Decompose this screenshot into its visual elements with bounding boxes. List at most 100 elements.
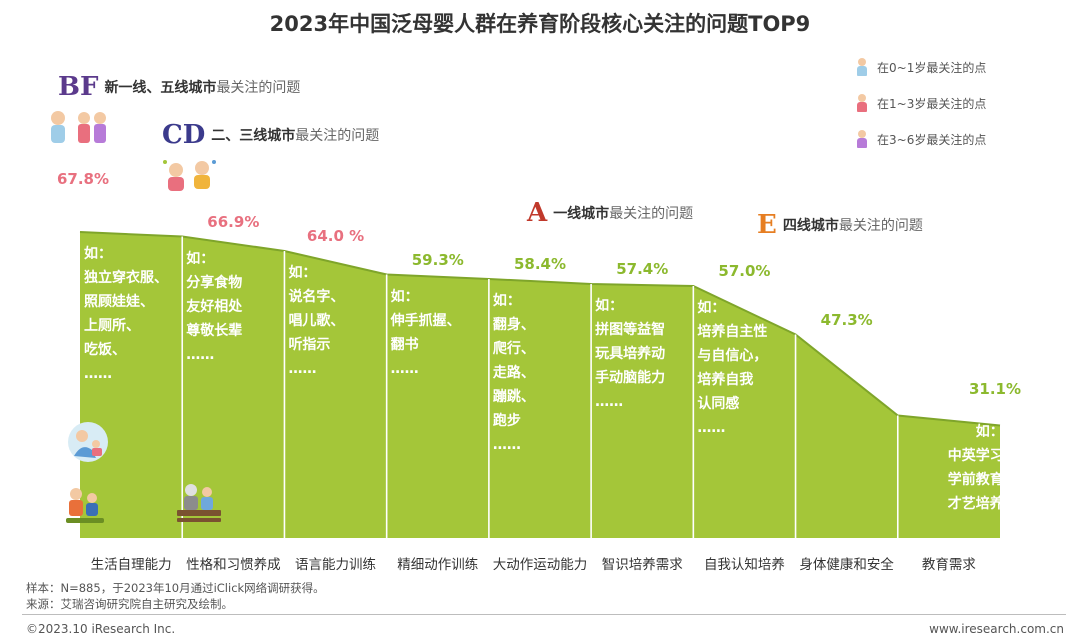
legend-text: 在1~3岁最关注的点 <box>877 96 987 111</box>
example-line: 如： <box>84 246 112 262</box>
example-line: …… <box>186 346 215 363</box>
tier-label-a: A 一线城市 最关注的问题 <box>527 198 693 228</box>
example-line: 学前教育 <box>947 471 1004 488</box>
reading-mother-illustration-icon <box>66 420 110 468</box>
category-tick-label: 大动作运动能力 <box>492 557 588 573</box>
example-line: 吃饭、 <box>84 342 126 358</box>
data-label: 66.9% <box>207 212 260 231</box>
example-line: 玩具培养动 <box>595 346 666 362</box>
footer-copyright: ©2023.10 iResearch Inc. <box>26 622 176 636</box>
example-line: 中英学习 <box>947 447 1004 464</box>
sample-note: 样本：N=885，于2023年10月通过iClick网络调研获得。 <box>26 581 325 595</box>
example-line: 如： <box>390 288 419 305</box>
example-text-block: 如： 中英学习学前教育才艺培养 <box>948 420 1004 516</box>
example-line: 独立穿衣服、 <box>84 270 168 286</box>
example-line: 友好相处 <box>186 298 243 315</box>
example-line: 爬行、 <box>492 341 535 357</box>
example-line: 上厕所、 <box>84 318 140 334</box>
example-line: 如： <box>975 423 1004 440</box>
example-line: 走路、 <box>492 365 535 381</box>
tier-rest: 最关注的问题 <box>609 206 694 222</box>
example-text-block: 如： 伸手抓握、翻书 …… <box>391 285 461 381</box>
chart-title: 2023年中国泛母婴人群在养育阶段核心关注的问题TOP9 <box>269 12 811 36</box>
baby-icon <box>855 58 869 76</box>
example-line: 才艺培养 <box>947 495 1004 512</box>
legend-text: 在0~1岁最关注的点 <box>877 60 987 75</box>
example-line: …… <box>288 361 317 377</box>
data-label: 64.0 % <box>306 227 365 245</box>
example-line: …… <box>390 360 419 377</box>
bf-badge-icon: BF <box>58 72 99 102</box>
grandparents-bench-illustration-icon <box>175 482 223 528</box>
example-line: 如： <box>288 265 317 281</box>
example-line: 如： <box>595 298 624 314</box>
example-line: …… <box>595 394 624 410</box>
tier-label-bf: BF 新一线、五线城市 最关注的问题 <box>58 72 300 102</box>
tier-label-cd: CD 二、三线城市 最关注的问题 <box>162 120 379 150</box>
data-label: 31.1% <box>968 379 1022 398</box>
example-line: 听指示 <box>288 337 331 353</box>
example-line: 分享食物 <box>186 274 243 291</box>
category-tick-label: 智识培养需求 <box>601 557 683 573</box>
example-text-block: 如： 独立穿衣服、 照顾娃娃、上厕所、吃饭、 …… <box>84 242 168 386</box>
example-line: …… <box>697 420 726 436</box>
example-line: …… <box>84 366 112 382</box>
category-tick-label: 教育需求 <box>921 557 976 573</box>
example-line: 如： <box>697 300 726 316</box>
example-text-block: 如： 翻身、 爬行、 走路、 蹦跳、 跑步 …… <box>493 289 535 457</box>
category-tick-label: 自我认知培养 <box>703 557 785 573</box>
data-label: 47.3% <box>820 310 873 329</box>
footer-divider <box>22 614 1066 615</box>
tier-strong: 一线城市 <box>553 206 610 222</box>
example-text-block: 如： 分享食物友好相处尊敬长辈 …… <box>186 247 242 367</box>
source-note: 来源：艾瑞咨询研究院自主研究及绘制。 <box>26 597 233 611</box>
footer-website: www.iresearch.com.cn <box>929 622 1064 636</box>
example-line: 认同感 <box>697 396 740 412</box>
legend-item-3-6: 在3~6岁最关注的点 <box>855 130 986 148</box>
category-tick-label: 生活自理能力 <box>90 557 172 573</box>
example-line: 伸手抓握、 <box>390 312 461 329</box>
example-line: 翻书 <box>390 336 419 353</box>
example-line: 尊敬长辈 <box>186 322 243 339</box>
example-line: 翻身、 <box>492 317 535 333</box>
example-text-block: 如： 拼图等益智玩具培养动手动脑能力 …… <box>595 294 665 414</box>
category-tick-label: 性格和习惯养成 <box>186 557 281 573</box>
example-line: 如： <box>492 293 521 309</box>
example-line: 跑步 <box>492 413 521 429</box>
example-text-block: 如： 说名字、唱儿歌、听指示 …… <box>288 261 344 381</box>
data-label: 58.4% <box>513 255 567 273</box>
legend-item-1-3: 在1~3岁最关注的点 <box>855 94 986 112</box>
kids-illustration-icon <box>48 110 112 148</box>
child-icon <box>855 130 869 148</box>
example-line: 如： <box>186 250 215 267</box>
tier-label-e: E 四线城市 最关注的问题 <box>757 210 923 240</box>
e-badge-icon: E <box>757 210 777 240</box>
category-tick-label: 身体健康和安全 <box>799 557 894 573</box>
example-line: 说名字、 <box>288 289 345 305</box>
legend-item-0-1: 在0~1岁最关注的点 <box>855 58 986 76</box>
tier-rest: 最关注的问题 <box>295 128 380 144</box>
a-badge-icon: A <box>527 198 548 228</box>
example-line: 照顾娃娃、 <box>84 294 154 310</box>
data-label: 59.3% <box>411 250 464 269</box>
kids-playing-illustration-icon <box>162 158 220 196</box>
tier-strong: 四线城市 <box>782 218 839 234</box>
example-line: 手动脑能力 <box>595 370 666 386</box>
tier-rest: 最关注的问题 <box>216 80 301 96</box>
tier-strong: 二、三线城市 <box>211 128 296 144</box>
tier-rest: 最关注的问题 <box>838 218 923 234</box>
category-tick-label: 语言能力训练 <box>295 557 377 573</box>
data-label: 67.8% <box>56 170 110 188</box>
family-illustration-icon <box>64 486 106 530</box>
example-line: 与自信心， <box>697 348 768 364</box>
toddler-icon <box>855 94 869 112</box>
example-line: 培养自我 <box>697 372 754 388</box>
tier-strong: 新一线、五线城市 <box>104 80 217 96</box>
data-label: 57.4% <box>616 260 669 278</box>
example-text-block: 如： 培养自主性与自信心， 培养自我认同感 …… <box>697 296 767 440</box>
category-tick-label: 精细动作训练 <box>397 557 479 573</box>
legend-text: 在3~6岁最关注的点 <box>877 132 987 147</box>
example-line: 拼图等益智 <box>595 322 666 338</box>
example-line: 唱儿歌、 <box>288 313 345 329</box>
example-line: 培养自主性 <box>697 324 768 340</box>
